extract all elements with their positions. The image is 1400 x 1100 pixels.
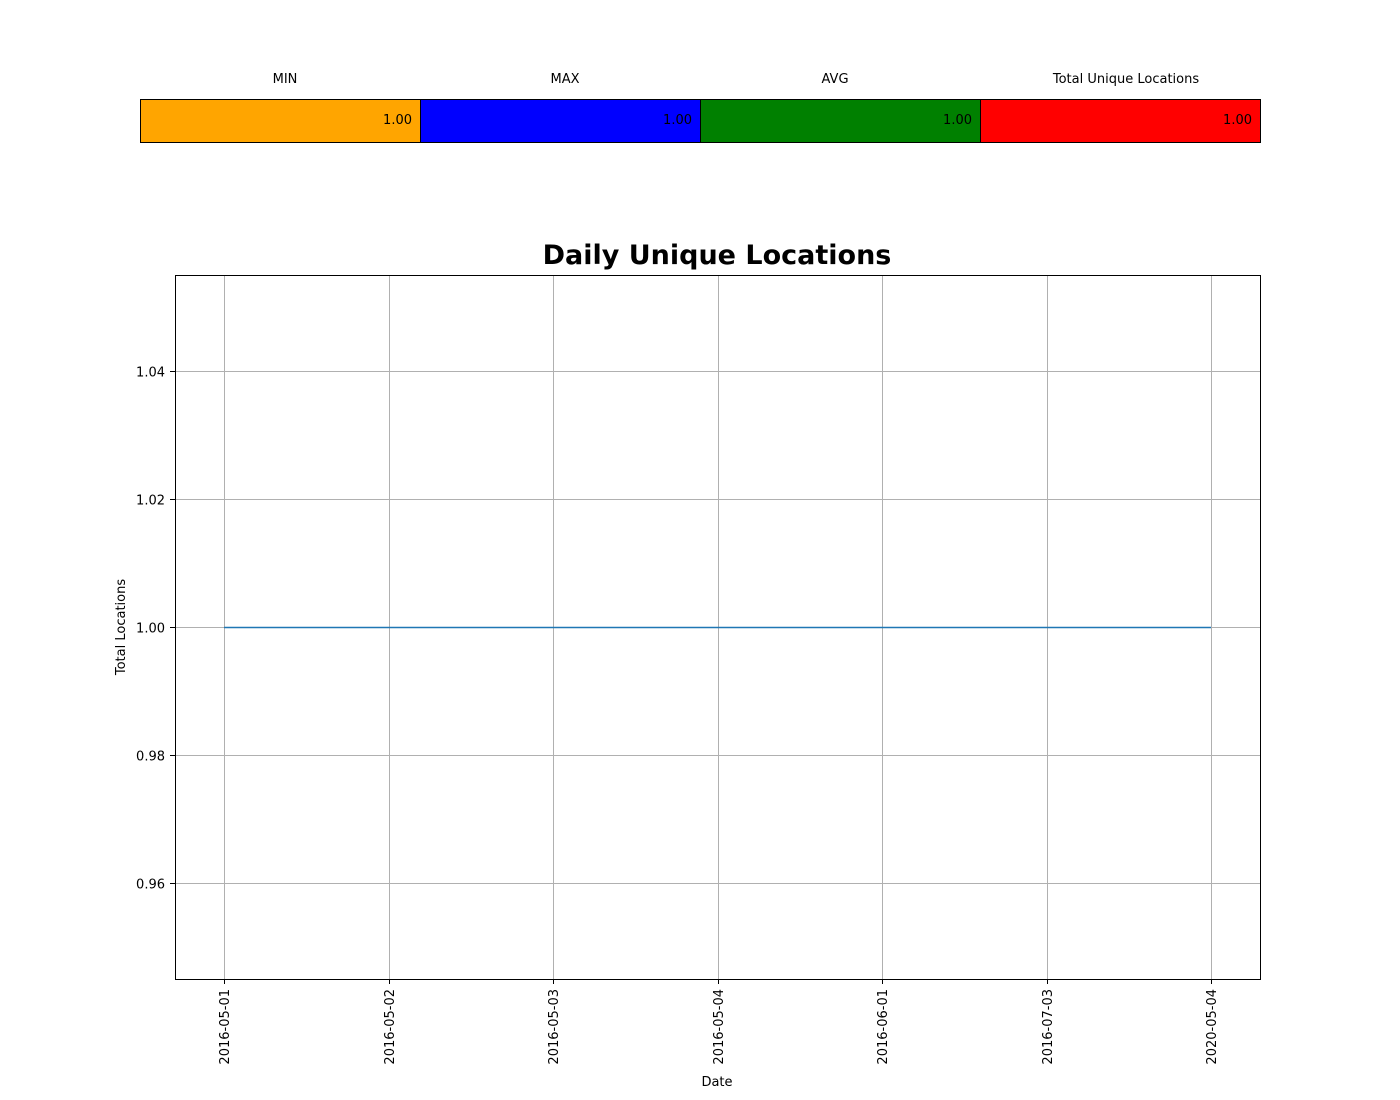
header-max: MAX: [550, 72, 580, 87]
x-tick-label: 2020-05-04: [1205, 989, 1220, 1065]
y-tick-label: 1.04: [136, 366, 165, 381]
x-tick-label: 2016-05-03: [547, 989, 562, 1065]
x-axis: 2016-05-01 2016-05-02 2016-05-03 2016-05-04…: [218, 979, 1220, 1065]
chart-title: Daily Unique Locations: [542, 240, 892, 271]
total-unique-locations-value: 1.00: [1223, 113, 1252, 128]
header-avg: AVG: [821, 72, 849, 87]
avg-value: 1.00: [943, 113, 972, 128]
y-tick-label: 1.02: [136, 494, 165, 509]
x-tick-label: 2016-05-01: [218, 989, 233, 1065]
y-axis: 0.96 0.98 1.00 1.02 1.04: [136, 366, 175, 893]
x-axis-label: Date: [701, 1075, 732, 1090]
total-unique-locations-cell: 1.00: [980, 99, 1261, 143]
header-min: MIN: [272, 72, 298, 87]
y-tick-label: 0.96: [136, 878, 165, 893]
max-value: 1.00: [663, 113, 692, 128]
min-cell: 1.00: [140, 99, 421, 143]
x-tick-label: 2016-05-02: [383, 989, 398, 1065]
y-axis-label: Total Locations: [114, 579, 129, 676]
x-tick-label: 2016-06-01: [876, 989, 891, 1065]
y-tick-label: 0.98: [136, 750, 165, 765]
header-total-unique-locations: Total Unique Locations: [1052, 72, 1200, 87]
min-value: 1.00: [383, 113, 412, 128]
avg-cell: 1.00: [700, 99, 981, 143]
x-tick-label: 2016-07-03: [1041, 989, 1056, 1065]
summary-table: MIN MAX AVG Total Unique Locations 1.00 …: [0, 0, 1400, 160]
max-cell: 1.00: [420, 99, 701, 143]
y-tick-label: 1.00: [136, 622, 165, 637]
x-tick-label: 2016-05-04: [712, 989, 727, 1065]
